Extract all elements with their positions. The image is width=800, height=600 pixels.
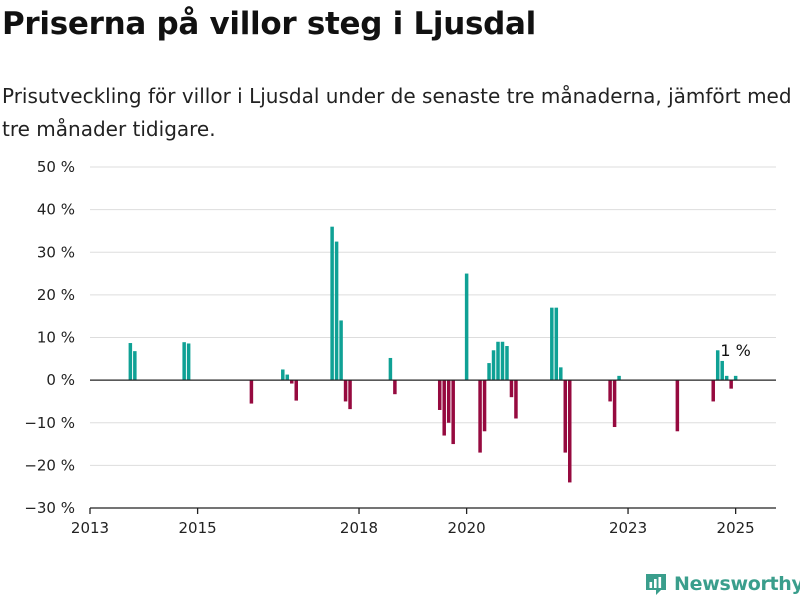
bar (554, 307, 559, 381)
bar (442, 380, 446, 436)
bar (437, 380, 442, 410)
bar (509, 380, 514, 398)
y-tick-label: 40 % (37, 201, 75, 219)
bar (559, 367, 563, 381)
x-axis: 2013 2015 2018 2020 2023 2025 (71, 508, 755, 537)
y-tick-label: 20 % (37, 286, 75, 304)
latest-value-label: 1 % (720, 341, 750, 360)
x-tick-label: 2013 (71, 519, 109, 537)
bar (720, 360, 724, 381)
x-tick-label: 2020 (448, 519, 486, 537)
y-tick-label: 10 % (37, 329, 75, 347)
bar (348, 380, 352, 410)
bars (128, 226, 738, 483)
bar (729, 380, 733, 389)
bar (133, 351, 137, 381)
x-tick-label: 2023 (609, 519, 647, 537)
bar (446, 380, 451, 423)
y-tick-label: 50 % (37, 158, 75, 176)
bar (711, 380, 715, 402)
x-tick-label: 2025 (717, 519, 755, 537)
bar (487, 363, 491, 381)
bar (715, 350, 720, 381)
y-tick-label: −30 % (24, 499, 75, 517)
bar (343, 380, 348, 402)
bar (617, 375, 621, 381)
bar (294, 380, 298, 401)
y-tick-label: 30 % (37, 243, 75, 261)
bar (675, 380, 680, 432)
bar (612, 380, 617, 428)
y-tick-label: −10 % (24, 414, 75, 432)
bar (733, 375, 738, 381)
y-tick-label: 0 % (46, 371, 75, 389)
annotations: 1 % (720, 341, 750, 360)
bar (500, 341, 505, 381)
y-axis: −30 % −20 % −10 % 0 % 10 % 20 % 30 % 40 % 50 % (24, 158, 75, 517)
bar (451, 380, 455, 445)
bar (505, 346, 509, 381)
bar (464, 273, 469, 381)
brand: Newsworthy (644, 570, 800, 598)
bar (128, 343, 133, 381)
bar (491, 350, 496, 381)
bar (249, 380, 254, 404)
bar (290, 380, 294, 384)
bar (339, 320, 343, 381)
bar (568, 380, 572, 483)
bar (496, 341, 500, 381)
bar (393, 380, 397, 395)
bar (186, 343, 191, 381)
bar (388, 357, 393, 381)
bar (724, 375, 729, 381)
chart-subtitle: Prisutveckling för villor i Ljusdal unde… (2, 84, 792, 141)
bar (281, 369, 285, 381)
axes (90, 379, 776, 509)
y-tick-label: −20 % (24, 456, 75, 474)
x-tick-label: 2015 (179, 519, 217, 537)
bar (550, 307, 554, 381)
bar (514, 380, 518, 419)
bar (478, 380, 482, 453)
bar (608, 380, 612, 402)
bar (330, 226, 334, 381)
x-tick-label: 2018 (340, 519, 378, 537)
gridlines (90, 166, 776, 509)
bar (563, 380, 568, 453)
bar (482, 380, 487, 432)
bar (334, 241, 339, 381)
newsworthy-logo-icon (646, 574, 666, 595)
chart-title: Priserna på villor steg i Ljusdal (2, 6, 536, 42)
bar (182, 342, 186, 381)
bar (285, 374, 290, 381)
brand-name: Newsworthy (674, 573, 800, 595)
